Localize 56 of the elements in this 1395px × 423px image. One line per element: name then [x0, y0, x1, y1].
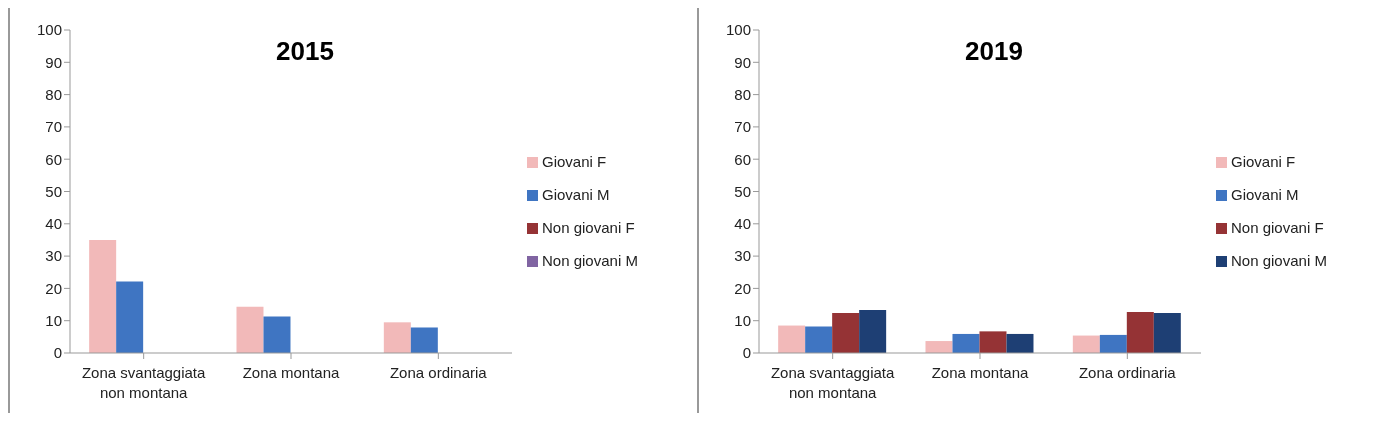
y-tick-label: 80	[734, 85, 751, 103]
x-tick-label: Zona montana	[242, 363, 341, 381]
x-tick-label: Zona montana	[931, 363, 1030, 381]
y-tick-label: 50	[734, 182, 751, 200]
bar	[805, 326, 833, 353]
y-tick-label: 80	[45, 85, 62, 103]
x-tick-label: Zona ordinaria	[1078, 363, 1177, 381]
y-tick-label: 50	[45, 182, 62, 200]
legend-label: Giovani M	[542, 185, 610, 203]
bar	[1126, 311, 1154, 353]
y-tick-label: 90	[734, 53, 751, 71]
x-tick-label: Zona svantaggiata non montana	[81, 363, 207, 401]
bar	[1006, 333, 1034, 353]
y-tick-label: 0	[742, 344, 751, 362]
bar	[952, 333, 980, 353]
x-tick-label: Zona ordinaria	[389, 363, 488, 381]
bar	[89, 239, 117, 353]
y-tick-label: 40	[734, 215, 751, 233]
legend-label: Non giovani M	[1231, 251, 1327, 269]
chart-title: 2015	[275, 36, 335, 67]
bar	[410, 327, 438, 353]
y-tick-label: 100	[725, 21, 751, 39]
y-tick-label: 100	[36, 21, 62, 39]
legend-label: Giovani F	[1231, 152, 1296, 170]
bar	[1072, 335, 1100, 353]
y-tick-label: 40	[45, 215, 62, 233]
y-tick-label: 30	[734, 247, 751, 265]
bar	[979, 331, 1007, 353]
y-tick-label: 90	[45, 53, 62, 71]
y-tick-label: 10	[45, 312, 62, 330]
y-tick-label: 20	[734, 279, 751, 297]
bar	[383, 322, 411, 353]
legend-label: Non giovani M	[542, 251, 638, 269]
bar	[925, 341, 953, 353]
x-tick-label: Zona svantaggiata non montana	[770, 363, 896, 401]
y-tick-label: 60	[45, 150, 62, 168]
legend-label: Giovani M	[1231, 185, 1299, 203]
chart-title: 2019	[964, 36, 1024, 67]
legend-label: Non giovani F	[542, 218, 635, 236]
legend-label: Giovani F	[542, 152, 607, 170]
bar	[778, 325, 806, 353]
bar	[116, 281, 144, 353]
y-tick-label: 60	[734, 150, 751, 168]
y-tick-label: 70	[734, 118, 751, 136]
bar	[236, 306, 264, 353]
bar	[1099, 334, 1127, 353]
y-tick-label: 30	[45, 247, 62, 265]
y-tick-label: 10	[734, 312, 751, 330]
y-tick-label: 70	[45, 118, 62, 136]
bar	[832, 312, 860, 353]
bar	[859, 310, 887, 353]
legend-label: Non giovani F	[1231, 218, 1324, 236]
bar	[263, 316, 291, 353]
bar	[1153, 312, 1181, 353]
y-tick-label: 20	[45, 279, 62, 297]
y-tick-label: 0	[53, 344, 62, 362]
